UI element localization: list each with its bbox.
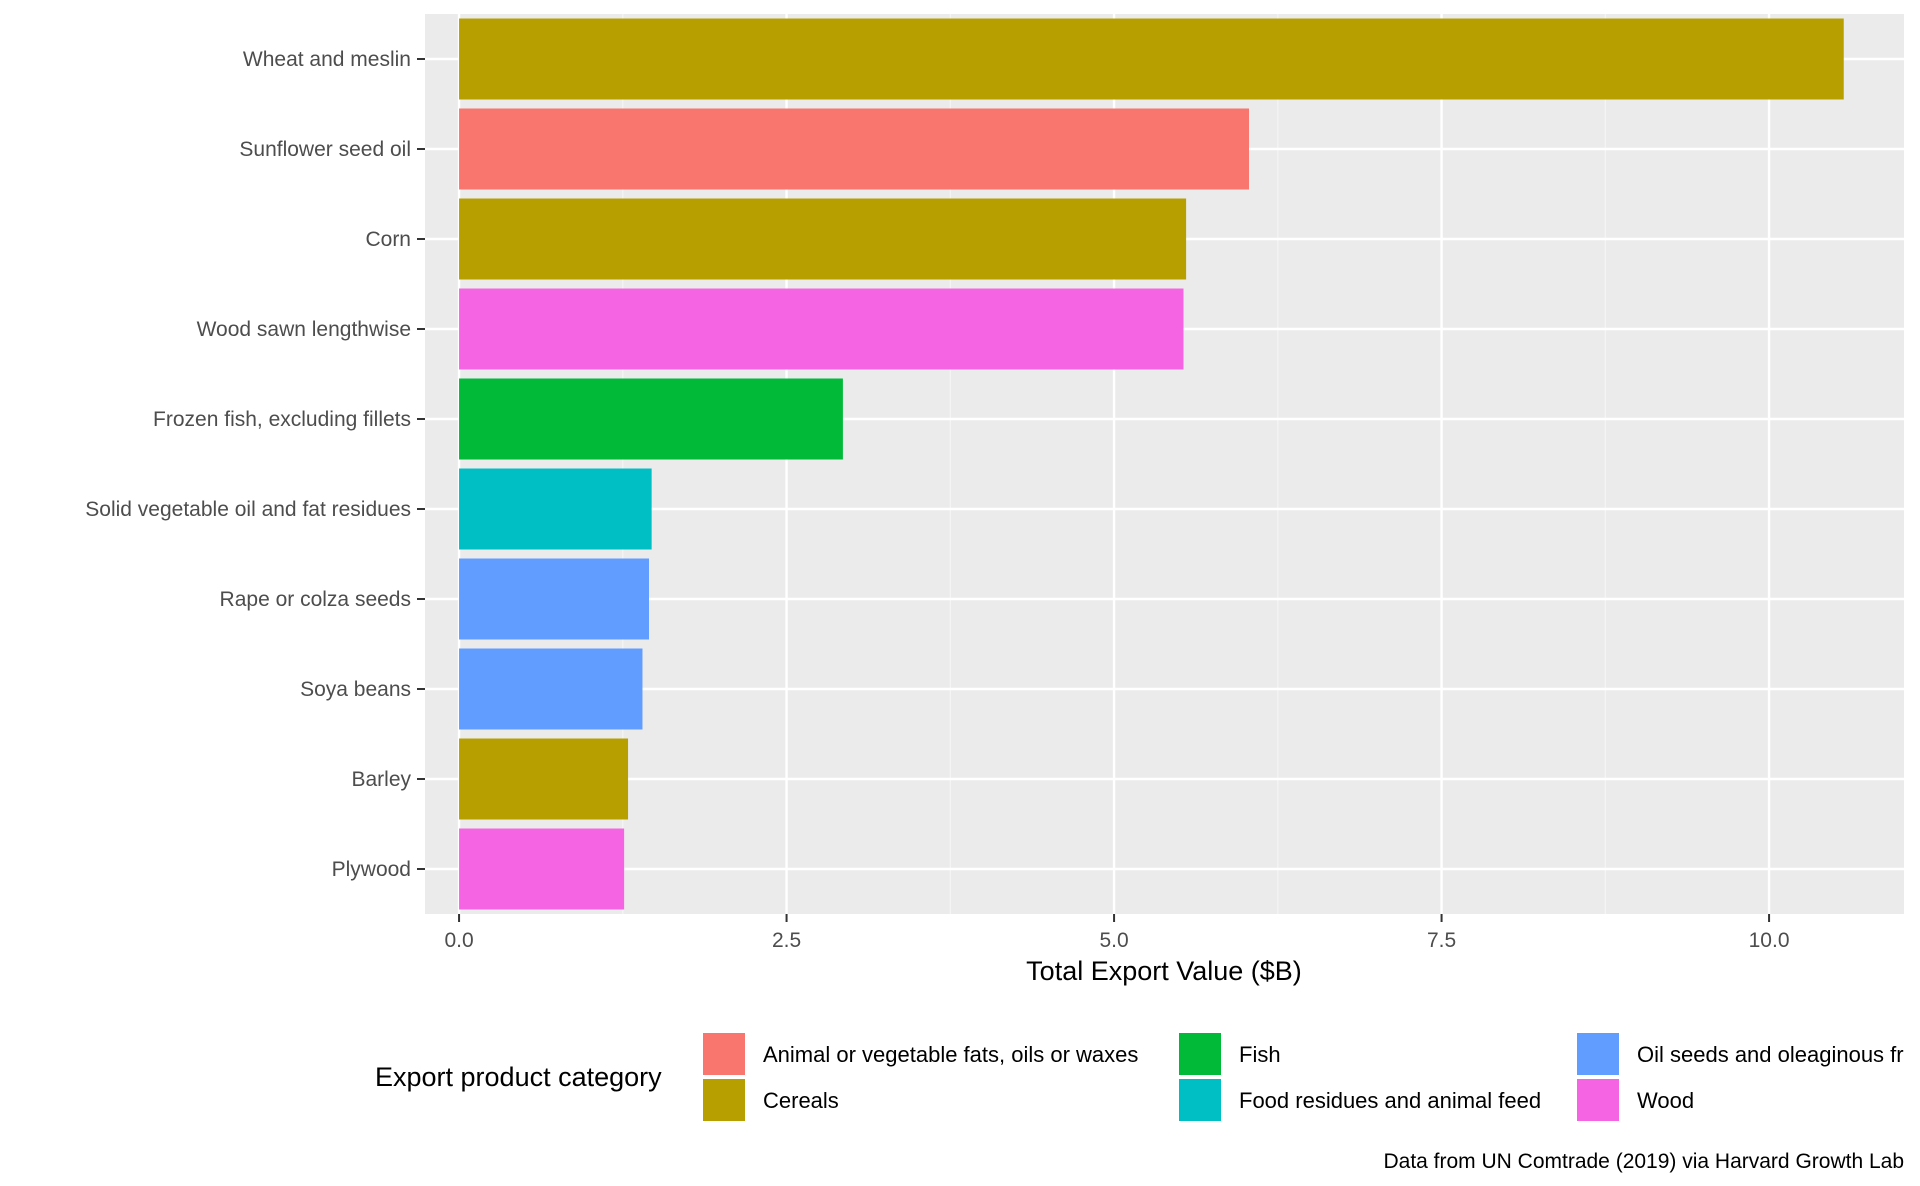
legend-label: Wood [1637,1088,1694,1113]
bar [459,648,643,730]
legend-label: Oil seeds and oleaginous fr [1637,1042,1904,1067]
x-axis-title: Total Export Value ($B) [1026,956,1302,986]
legend-key [1179,1079,1221,1121]
bar [459,558,650,640]
legend-key [1577,1033,1619,1075]
y-tick-label: Frozen fish, excluding fillets [153,408,411,431]
legend-label: Fish [1239,1042,1281,1067]
caption: Data from UN Comtrade (2019) via Harvard… [1383,1150,1904,1173]
bars [459,18,1844,910]
legend-key [703,1079,745,1121]
y-axis: Wheat and meslin Sunflower seed oil Corn Wo… [85,48,425,881]
x-tick-label: 7.5 [1427,929,1456,952]
legend-key [703,1033,745,1075]
legend-label: Food residues and animal feed [1239,1088,1541,1113]
x-tick-label: 2.5 [772,929,801,952]
legend-label: Animal or vegetable fats, oils or waxes [763,1042,1138,1067]
bar [459,18,1844,100]
bar [459,288,1184,370]
y-tick-label: Sunflower seed oil [239,138,411,161]
x-tick-label: 0.0 [444,929,473,952]
bar [459,738,629,820]
bar [459,108,1249,190]
bar [459,468,652,550]
bar [459,198,1187,280]
y-tick-label: Solid vegetable oil and fat residues [85,498,411,521]
y-tick-label: Barley [351,768,411,791]
y-tick-label: Wood sawn lengthwise [197,318,411,341]
legend-title: Export product category [375,1062,662,1092]
x-tick-label: 10.0 [1749,929,1790,952]
y-tick-label: Plywood [332,858,411,881]
bar [459,828,625,910]
legend: Animal or vegetable fats, oils or waxes C… [703,1033,1904,1121]
y-tick-label: Soya beans [300,678,411,701]
y-tick-label: Wheat and meslin [243,48,411,71]
x-tick-label: 5.0 [1099,929,1128,952]
x-axis: 0.0 2.5 5.0 7.5 10.0 [444,914,1790,952]
y-tick-label: Rape or colza seeds [220,588,411,611]
legend-key [1179,1033,1221,1075]
bar [459,378,843,460]
legend-label: Cereals [763,1088,839,1113]
y-tick-label: Corn [365,228,411,251]
legend-key [1577,1079,1619,1121]
